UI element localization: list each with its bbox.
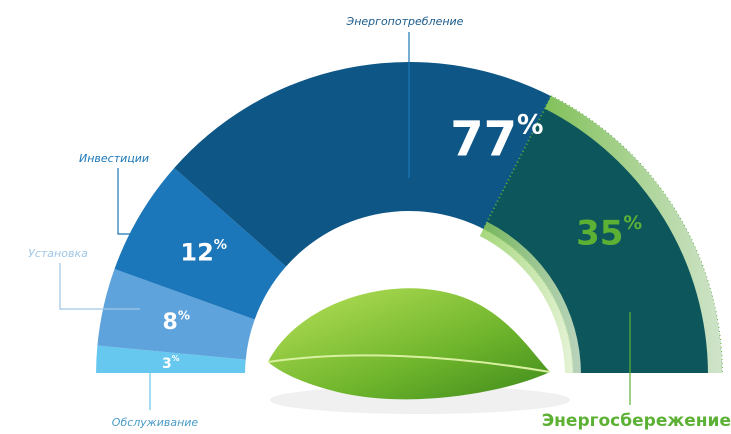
category-label: Инвестиции: [79, 152, 149, 165]
leaf: [268, 288, 570, 414]
savings-label: Энергосбережение: [542, 411, 731, 431]
category-label: Установка: [28, 247, 88, 260]
category-label: Энергопотребление: [346, 15, 464, 28]
category-label: Обслуживание: [112, 416, 199, 429]
chart: Энергопотребление Инвестиции Установка О…: [0, 0, 731, 434]
